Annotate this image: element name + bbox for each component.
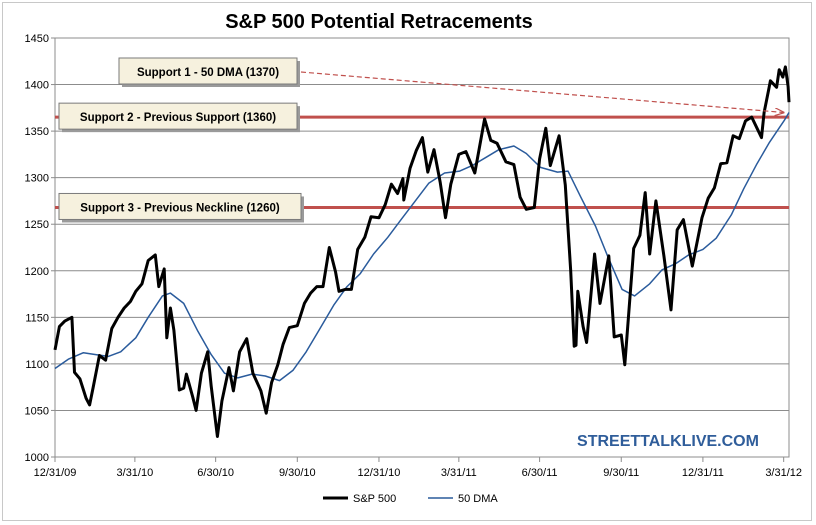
x-tick-label: 3/31/10 (117, 467, 154, 479)
x-tick-label: 6/30/10 (197, 467, 234, 479)
sp500-line (53, 65, 791, 438)
callout-box-1 (118, 57, 298, 85)
x-tick-label: 6/30/11 (522, 467, 558, 479)
x-tick-label: 9/30/11 (603, 467, 639, 479)
series-lines (53, 65, 791, 438)
x-tick-label: 3/31/12 (765, 467, 802, 479)
callout-label-1: Support 1 - 50 DMA (1370) (137, 67, 279, 79)
callout-box-2 (58, 102, 298, 130)
y-tick-label: 1350 (25, 126, 49, 138)
plot-area (54, 37, 790, 458)
y-tick-label: 1150 (25, 312, 49, 324)
legend-label-dma: 50 DMA (458, 493, 498, 505)
x-tick-label: 12/31/10 (358, 467, 401, 479)
legend: S&P 500 50 DMA (323, 493, 498, 505)
watermark: STREETTALKLIVE.COM (577, 433, 759, 450)
y-tick-label: 1100 (25, 359, 49, 371)
y-tick-label: 1250 (25, 219, 49, 231)
x-axis: 12/31/09 3/31/10 6/30/10 9/30/10 12/31/10 3/3… (34, 457, 802, 479)
x-tick-label: 9/30/10 (279, 467, 316, 479)
y-tick-label: 1400 (25, 80, 49, 92)
x-tick-label: 12/31/09 (34, 467, 77, 479)
y-tick-label: 1000 (25, 452, 49, 464)
callout-box-3 (58, 192, 302, 220)
gridlines (55, 37, 789, 458)
legend-label-sp500: S&P 500 (353, 493, 396, 505)
y-axis: 1000 1050 1100 1150 1200 1250 1300 1350 1400 1450 (25, 33, 55, 464)
x-tick-label: 12/31/11 (682, 467, 724, 479)
callouts: Support 1 - 50 DMA (1370) Support 2 - Pre… (58, 57, 784, 223)
callout-label-2: Support 2 - Previous Support (1360) (80, 112, 276, 124)
y-tick-label: 1050 (25, 405, 49, 417)
x-tick-label: 3/31/11 (441, 467, 477, 479)
y-tick-label: 1450 (25, 33, 49, 45)
y-tick-label: 1300 (25, 173, 49, 185)
dma50-line (54, 112, 790, 382)
callout-label-3: Support 3 - Previous Neckline (1260) (80, 202, 280, 214)
support-1-arrow (300, 71, 784, 112)
chart-title: S&P 500 Potential Retracements (225, 11, 533, 33)
y-tick-label: 1200 (25, 266, 49, 278)
